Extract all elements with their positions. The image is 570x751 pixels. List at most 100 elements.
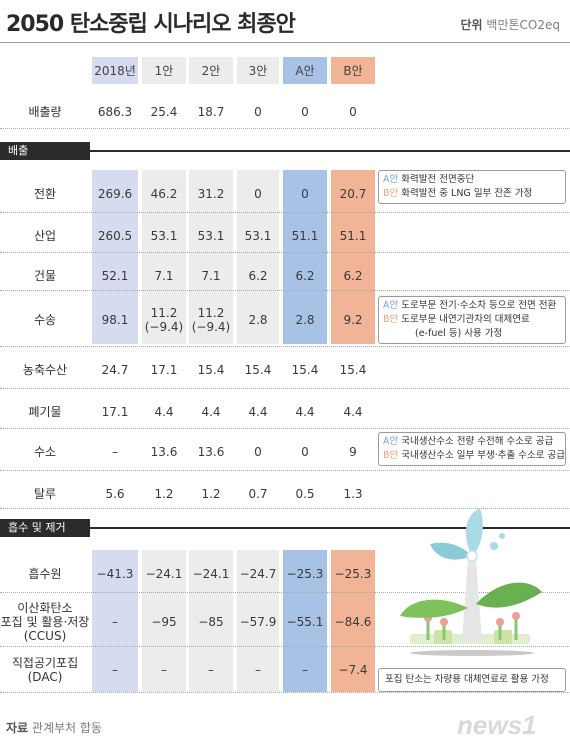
data-cell: 15.4	[244, 363, 272, 377]
data-subvalue: (−9.4)	[191, 320, 231, 334]
data-cell: 7.1	[154, 269, 174, 283]
column-header: 2안	[201, 64, 221, 78]
turbine-hub-icon	[466, 550, 478, 562]
data-cell: 6.2	[343, 269, 363, 283]
data-cell: 17.1	[150, 363, 178, 377]
row-label-waste: 폐기물	[0, 405, 90, 419]
data-cell: 24.7	[101, 363, 129, 377]
data-cell: −85	[198, 615, 224, 629]
row-label-fugitive: 탈루	[0, 487, 90, 501]
data-cell: 51.1	[291, 229, 319, 243]
data-cell: 269.6	[97, 187, 133, 201]
data-cell: 31.2	[197, 187, 225, 201]
column-bg-2	[189, 170, 233, 344]
data-cell: 260.5	[97, 229, 133, 243]
wind-turbine-plant-illustration	[400, 508, 542, 656]
data-cell: 13.6	[150, 445, 178, 459]
data-cell: 2.8	[295, 313, 315, 327]
data-cell: 0	[301, 445, 309, 459]
data-cell: −41.3	[96, 567, 134, 581]
section-absorption: 흡수 및 제거	[0, 519, 90, 537]
data-cell: −25.3	[286, 567, 324, 581]
row-label-carbon-sink: 흡수원	[0, 567, 90, 581]
row-label-line: 농축수산	[22, 363, 68, 377]
unit-key: 단위	[460, 18, 483, 32]
data-cell: 0	[254, 187, 262, 201]
column-header: 1안	[154, 64, 174, 78]
row-label-line: (DAC)	[27, 670, 63, 684]
column-bg-4	[283, 170, 327, 344]
row-label-hydrogen: 수소	[0, 445, 90, 459]
source-note: 자료 관계부처 합동	[6, 719, 102, 736]
row-label-line: 이산화탄소	[17, 601, 73, 615]
row-label-agriculture: 농축수산	[0, 363, 90, 377]
column-bg-5	[331, 57, 375, 84]
column-bg-5	[331, 550, 375, 692]
row-label-dac: 직접공기포집 (DAC)	[0, 656, 90, 684]
column-header: 3안	[248, 64, 268, 78]
data-value: 11.2	[197, 306, 225, 320]
data-cell: 17.1	[101, 405, 129, 419]
row-separator	[0, 290, 570, 291]
data-cell: –	[161, 663, 167, 677]
data-cell: –	[112, 445, 118, 459]
row-separator	[0, 508, 570, 509]
row-label-line: 배출량	[28, 105, 62, 119]
column-bg-4	[283, 57, 327, 84]
bubble-icon	[499, 533, 505, 539]
data-cell: 25.4	[150, 105, 178, 119]
row-label-line: 건물	[33, 269, 57, 283]
row-separator	[0, 346, 570, 347]
data-cell: −25.3	[334, 567, 372, 581]
unit-label: 단위 백만톤CO2eq	[460, 16, 560, 33]
data-cell: –	[302, 663, 308, 677]
data-cell: −24.1	[192, 567, 230, 581]
column-bg-0	[92, 170, 138, 344]
data-cell: 11.2 (−9.4)	[189, 306, 233, 334]
row-label-building: 건물	[0, 269, 90, 283]
data-cell: 13.6	[197, 445, 225, 459]
data-cell: 53.1	[150, 229, 178, 243]
data-cell: 4.4	[154, 405, 174, 419]
row-separator	[0, 252, 570, 253]
data-cell: 15.4	[291, 363, 319, 377]
column-bg-3	[237, 550, 279, 692]
row-separator	[0, 692, 570, 693]
data-cell: 0	[301, 187, 309, 201]
row-label-line: 수송	[33, 313, 57, 327]
column-bg-3	[237, 170, 279, 344]
note-conversion: A안 화력발전 전면중단 B안 화력발전 중 LNG 일부 잔존 가정	[378, 170, 566, 204]
data-cell: 9.2	[343, 313, 363, 327]
row-separator	[0, 212, 570, 213]
data-cell: 53.1	[244, 229, 272, 243]
section-rule	[90, 150, 570, 152]
turbine-blade-icon	[465, 508, 483, 556]
column-header: A안	[295, 64, 315, 78]
data-cell: 0	[349, 105, 357, 119]
row-label-line: 산업	[33, 229, 57, 243]
data-cell: 9	[349, 445, 357, 459]
column-bg-1	[142, 550, 186, 692]
column-bg-5	[331, 170, 375, 344]
data-cell: −55.1	[286, 615, 324, 629]
row-separator	[0, 128, 570, 129]
column-header: B안	[343, 64, 363, 78]
data-cell: 52.1	[101, 269, 129, 283]
section-emission: 배출	[0, 142, 90, 160]
data-cell: −84.6	[334, 615, 372, 629]
data-cell: 0	[254, 105, 262, 119]
data-cell: 1.2	[154, 487, 174, 501]
data-cell: 2.8	[248, 313, 268, 327]
leaf-left-icon	[400, 599, 468, 618]
turbine-blade-icon	[430, 542, 472, 560]
column-bg-1	[142, 57, 186, 84]
row-separator	[0, 388, 570, 389]
row-separator	[0, 646, 570, 647]
column-header: 2018년	[94, 64, 136, 78]
note-transport: A안 도로부문 전기·수소차 등으로 전면 전환 B안 도로부문 내연기관차의 …	[378, 296, 566, 344]
data-cell: 686.3	[97, 105, 133, 119]
data-cell: 6.2	[248, 269, 268, 283]
data-cell: 51.1	[339, 229, 367, 243]
data-cell: −95	[151, 615, 177, 629]
data-cell: 0	[301, 105, 309, 119]
